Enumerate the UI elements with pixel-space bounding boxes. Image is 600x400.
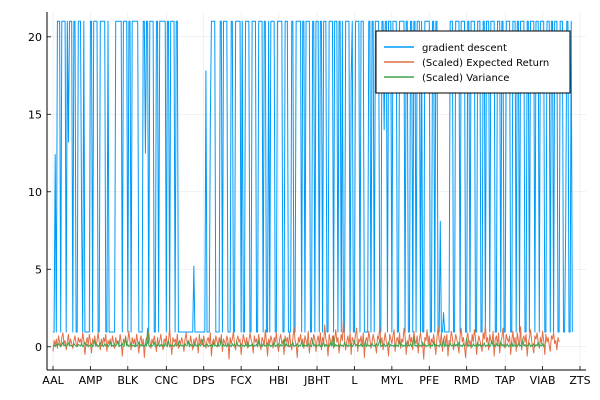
x-tick-label: ZTS — [569, 374, 590, 387]
x-tick-label: FCX — [230, 374, 252, 387]
y-tick-label: 20 — [28, 31, 42, 44]
x-tick-label: MYL — [381, 374, 404, 387]
x-tick-label: VIAB — [530, 374, 556, 387]
legend: gradient descent (Scaled) Expected Return… — [375, 30, 571, 94]
x-tick-label: AAL — [42, 374, 64, 387]
y-tick-label: 5 — [35, 263, 42, 276]
axes: 0 5 10 15 20 AAL AMP BLK CNC DPS FCX HBI JBHT L MYL PFE… — [28, 12, 591, 387]
series-line-gradient-descent — [53, 20, 573, 333]
x-tick-label: AMP — [79, 374, 103, 387]
y-tick-label: 10 — [28, 186, 42, 199]
y-tick-label: 0 — [35, 341, 42, 354]
y-tick-label: 15 — [28, 108, 42, 121]
x-tick-label: CNC — [155, 374, 179, 387]
x-tick-label: HBI — [269, 374, 288, 387]
x-tick-label: JBHT — [303, 374, 330, 387]
x-tick-label: RMD — [454, 374, 480, 387]
series-line-variance — [52, 327, 546, 348]
legend-label: gradient descent — [422, 43, 507, 54]
x-tick-label: DPS — [193, 374, 215, 387]
x-tick-label: TAP — [494, 374, 515, 387]
series-line-expected-return — [52, 318, 560, 360]
legend-label: (Scaled) Variance — [422, 73, 509, 84]
x-tick-label: PFE — [419, 374, 439, 387]
series-group — [52, 20, 573, 360]
x-tick-label: L — [351, 374, 358, 387]
legend-label: (Scaled) Expected Return — [422, 58, 549, 69]
x-tick-label: BLK — [117, 374, 139, 387]
